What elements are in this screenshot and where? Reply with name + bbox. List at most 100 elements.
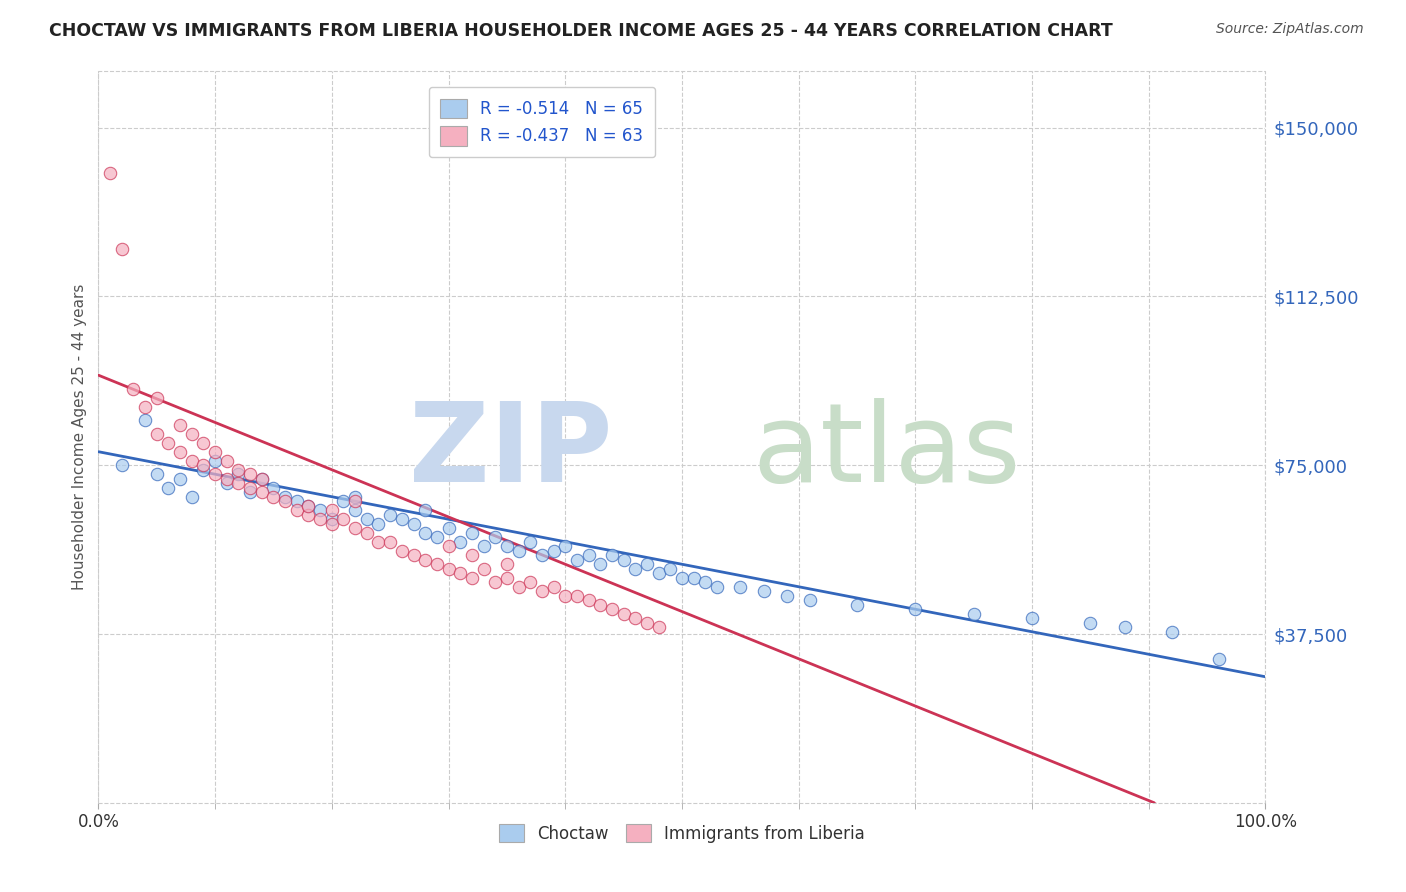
Point xyxy=(565,589,588,603)
Point xyxy=(146,467,169,482)
Point xyxy=(413,553,436,567)
Point xyxy=(274,494,297,508)
Point xyxy=(600,602,623,616)
Text: CHOCTAW VS IMMIGRANTS FROM LIBERIA HOUSEHOLDER INCOME AGES 25 - 44 YEARS CORRELA: CHOCTAW VS IMMIGRANTS FROM LIBERIA HOUSE… xyxy=(49,22,1114,40)
Point xyxy=(228,467,250,482)
Point xyxy=(846,598,869,612)
Point xyxy=(578,548,600,562)
Point xyxy=(380,508,402,522)
Point xyxy=(413,525,436,540)
Point xyxy=(321,516,343,531)
Point xyxy=(496,539,519,553)
Point xyxy=(111,458,134,473)
Point xyxy=(344,494,367,508)
Point xyxy=(636,558,658,572)
Point xyxy=(472,562,495,576)
Point xyxy=(1208,652,1230,666)
Point xyxy=(543,580,565,594)
Point xyxy=(157,435,180,450)
Legend: Choctaw, Immigrants from Liberia: Choctaw, Immigrants from Liberia xyxy=(492,817,872,849)
Point xyxy=(437,562,460,576)
Point xyxy=(285,503,308,517)
Text: Source: ZipAtlas.com: Source: ZipAtlas.com xyxy=(1216,22,1364,37)
Text: ZIP: ZIP xyxy=(409,398,612,505)
Point xyxy=(146,426,169,441)
Point xyxy=(262,490,284,504)
Point xyxy=(215,453,238,467)
Point xyxy=(613,553,636,567)
Point xyxy=(215,472,238,486)
Point xyxy=(752,584,775,599)
Point xyxy=(344,503,367,517)
Point xyxy=(332,494,354,508)
Point xyxy=(484,530,506,544)
Point xyxy=(402,548,425,562)
Point xyxy=(647,620,669,634)
Point xyxy=(344,521,367,535)
Text: atlas: atlas xyxy=(752,398,1021,505)
Point xyxy=(461,548,484,562)
Point xyxy=(508,543,530,558)
Point xyxy=(578,593,600,607)
Point xyxy=(1114,620,1136,634)
Point xyxy=(496,558,519,572)
Point xyxy=(647,566,669,581)
Point xyxy=(543,543,565,558)
Point xyxy=(169,444,191,458)
Point xyxy=(204,444,226,458)
Point xyxy=(285,494,308,508)
Point xyxy=(730,580,752,594)
Point xyxy=(146,391,169,405)
Point xyxy=(636,615,658,630)
Point xyxy=(449,566,471,581)
Point xyxy=(461,525,484,540)
Point xyxy=(391,512,413,526)
Point xyxy=(437,521,460,535)
Point xyxy=(134,400,156,414)
Point xyxy=(600,548,623,562)
Point xyxy=(111,242,134,256)
Point xyxy=(169,472,191,486)
Point xyxy=(250,472,273,486)
Point xyxy=(239,481,262,495)
Point xyxy=(1080,615,1102,630)
Point xyxy=(519,575,541,590)
Point xyxy=(380,534,402,549)
Point xyxy=(250,485,273,500)
Point xyxy=(962,607,984,621)
Point xyxy=(706,580,728,594)
Point xyxy=(309,512,332,526)
Point xyxy=(204,453,226,467)
Point xyxy=(228,463,250,477)
Point xyxy=(799,593,821,607)
Point xyxy=(1021,611,1043,625)
Point xyxy=(180,426,202,441)
Point xyxy=(496,571,519,585)
Point xyxy=(332,512,354,526)
Point xyxy=(239,485,262,500)
Point xyxy=(193,435,215,450)
Point xyxy=(98,166,121,180)
Point xyxy=(274,490,297,504)
Point xyxy=(426,530,449,544)
Point xyxy=(297,499,319,513)
Point xyxy=(554,589,576,603)
Point xyxy=(1161,624,1184,639)
Point xyxy=(776,589,799,603)
Point xyxy=(402,516,425,531)
Point xyxy=(624,562,647,576)
Point xyxy=(589,558,612,572)
Point xyxy=(461,571,484,585)
Point xyxy=(193,463,215,477)
Point xyxy=(484,575,506,590)
Point xyxy=(613,607,636,621)
Point xyxy=(228,476,250,491)
Point xyxy=(904,602,927,616)
Point xyxy=(695,575,717,590)
Point xyxy=(239,467,262,482)
Point xyxy=(426,558,449,572)
Point xyxy=(659,562,682,576)
Point xyxy=(437,539,460,553)
Point xyxy=(565,553,588,567)
Point xyxy=(671,571,693,585)
